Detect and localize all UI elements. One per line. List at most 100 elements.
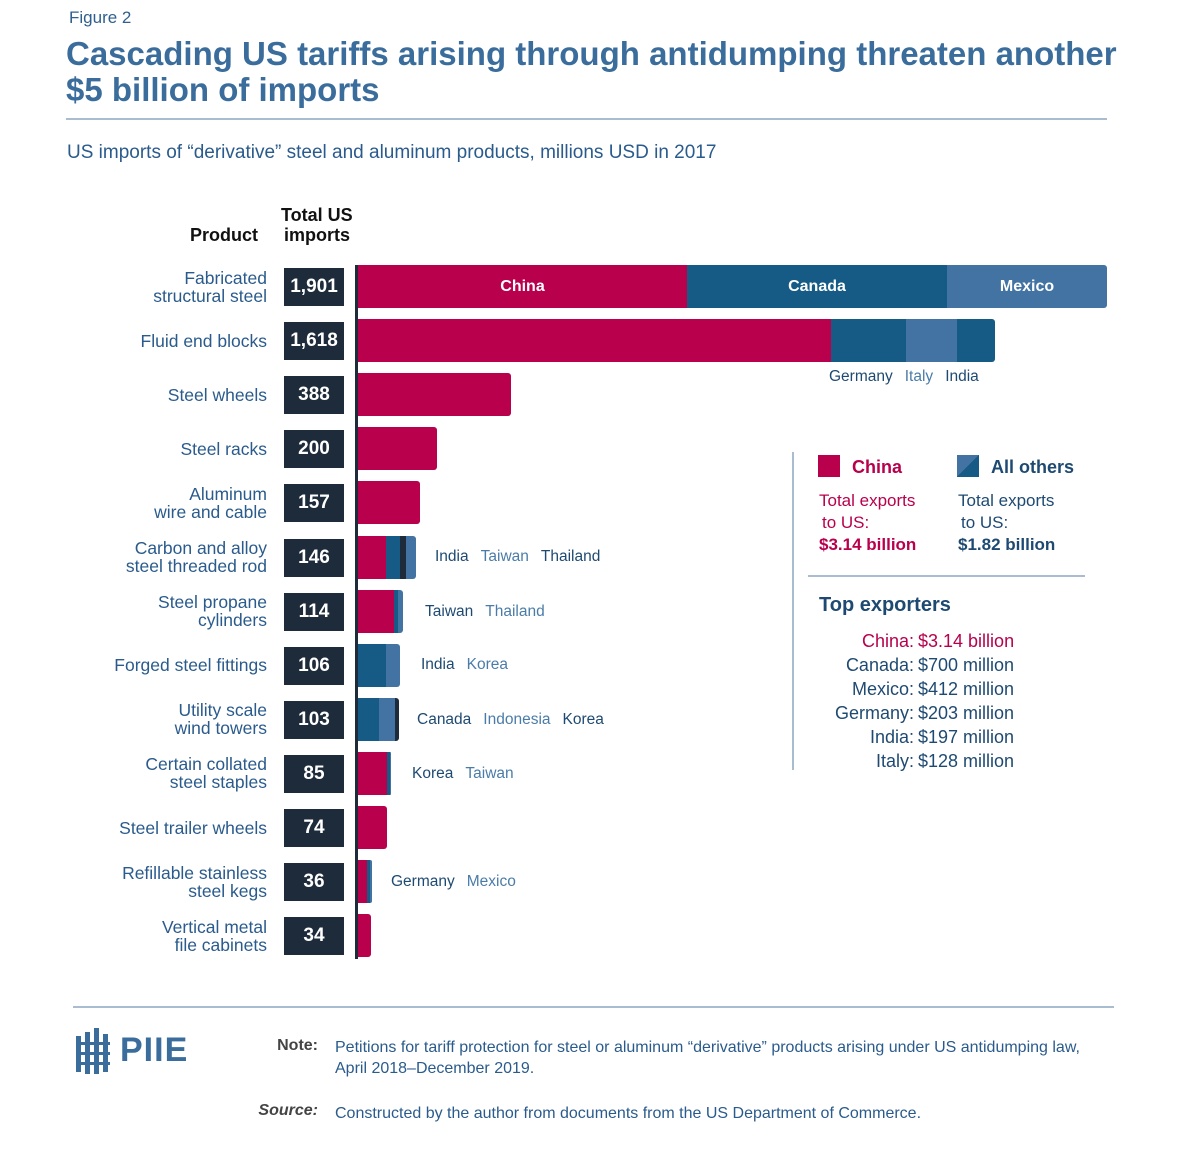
bar-segment-canada bbox=[358, 697, 379, 741]
staples-country-labels: Korea Taiwan bbox=[412, 765, 526, 783]
bar-label-mexico: Mexico bbox=[999, 277, 1055, 295]
bar-segment-thailand bbox=[398, 589, 403, 633]
exporter-value: $412 million bbox=[918, 679, 1015, 699]
total-imports-value: 200 bbox=[284, 430, 344, 469]
bar-label-canada: Canada bbox=[788, 277, 846, 295]
china-total-block: Total exports to US: $3.14 billion bbox=[819, 490, 916, 556]
total-imports-value: 114 bbox=[284, 592, 344, 631]
total-imports-value: 85 bbox=[284, 754, 344, 793]
top-exporters-title: Top exporters bbox=[819, 594, 951, 616]
label-india: India bbox=[421, 656, 455, 673]
label-mexico: Mexico bbox=[466, 873, 516, 890]
fluid-country-labels: Germany Italy India bbox=[829, 368, 991, 386]
figure-label: Figure 2 bbox=[69, 8, 132, 27]
exporter-country: Italy: bbox=[875, 751, 914, 771]
exporter-value: $3.14 billion bbox=[918, 631, 1015, 651]
total-imports-value: 74 bbox=[284, 809, 344, 847]
exporter-country: India: bbox=[869, 727, 914, 747]
bar-segment-mexico bbox=[370, 860, 373, 904]
piie-logo-mark-icon bbox=[76, 1028, 110, 1074]
bar-segment-china bbox=[358, 535, 387, 579]
label-canada: Canada bbox=[417, 711, 472, 728]
label-korea: Korea bbox=[412, 765, 454, 782]
title-divider bbox=[66, 118, 1107, 120]
product-label: Utility scale wind towers bbox=[174, 700, 267, 739]
label-germany: Germany bbox=[829, 368, 893, 385]
note-text: Petitions for tariff protection for stee… bbox=[335, 1039, 1080, 1077]
product-label: Aluminum wire and cable bbox=[154, 483, 267, 522]
bar-segment-india bbox=[386, 535, 401, 579]
product-label: Steel racks bbox=[180, 438, 267, 459]
product-label: Fluid end blocks bbox=[140, 330, 267, 351]
product-label: Certain collated steel staples bbox=[145, 754, 267, 793]
top-exporter-row: Canada: $700 million bbox=[800, 653, 1100, 677]
product-label: Fabricated structural steel bbox=[153, 267, 267, 306]
bar-segment-indonesia bbox=[378, 697, 395, 741]
fittings-country-labels: India Korea bbox=[421, 656, 520, 674]
total-imports-value: 103 bbox=[284, 700, 344, 739]
top-exporter-row: India: $197 million bbox=[800, 725, 1100, 749]
bar-segment-taiwan bbox=[394, 589, 399, 633]
exporter-country: Germany: bbox=[834, 703, 914, 723]
others-swatch bbox=[957, 455, 979, 477]
exporter-country: Mexico: bbox=[851, 679, 914, 699]
top-exporters-list: China: $3.14 billion Canada: $700 million Me… bbox=[800, 629, 1100, 773]
propane-country-labels: Taiwan Thailand bbox=[425, 603, 557, 621]
top-exporter-row: China: $3.14 billion bbox=[800, 629, 1100, 653]
total-header: Total US imports bbox=[281, 205, 353, 245]
others-total-block: Total exports to US: $1.82 billion bbox=[958, 490, 1055, 556]
footer-divider bbox=[73, 1006, 1114, 1008]
bar-segment-taiwan bbox=[389, 751, 392, 795]
top-exporter-row: Mexico: $412 million bbox=[800, 677, 1100, 701]
legend-others-label: All others bbox=[991, 457, 1075, 477]
source-label: Source: bbox=[258, 1102, 318, 1119]
bar-segment-thailand bbox=[405, 535, 416, 579]
exporter-value: $203 million bbox=[918, 703, 1015, 723]
bar-segment-canada bbox=[687, 265, 948, 308]
label-germany: Germany bbox=[391, 873, 455, 890]
bar-segment-china bbox=[358, 481, 420, 525]
bar-segment-china bbox=[358, 373, 511, 417]
china-total-value: $3.14 billion bbox=[819, 535, 917, 554]
source-text: Constructed by the author from documents… bbox=[335, 1105, 922, 1122]
bar-segment-china bbox=[358, 427, 437, 471]
bar-segment-korea bbox=[394, 697, 399, 741]
label-india: India bbox=[435, 548, 469, 565]
legend-divider-vertical bbox=[792, 452, 794, 770]
total-header-line2: imports bbox=[284, 225, 351, 245]
label-indonesia: Indonesia bbox=[483, 711, 551, 728]
legend-china-label: China bbox=[852, 457, 903, 477]
total-imports-value: 34 bbox=[284, 917, 344, 956]
total-header-line1: Total US bbox=[281, 205, 353, 225]
total-imports-value: 106 bbox=[284, 646, 344, 685]
top-exporter-row: Germany: $203 million bbox=[800, 701, 1100, 725]
total-imports-value: 36 bbox=[284, 863, 344, 902]
others-total-text1: Total exports bbox=[958, 491, 1055, 510]
china-total-text1: Total exports bbox=[819, 491, 916, 510]
chart-subtitle: US imports of “derivative” steel and alu… bbox=[67, 142, 717, 163]
product-label: Steel wheels bbox=[167, 384, 267, 405]
exporter-value: $197 million bbox=[918, 727, 1015, 747]
label-thailand: Thailand bbox=[540, 548, 601, 565]
total-imports-value: 388 bbox=[284, 376, 344, 415]
top-exporter-row: Italy: $128 million bbox=[800, 749, 1100, 773]
product-header: Product bbox=[190, 225, 259, 245]
china-total-text2: to US: bbox=[822, 513, 870, 532]
chart-axis bbox=[355, 265, 358, 959]
bar-segment-germany bbox=[367, 860, 371, 904]
label-italy: Italy bbox=[904, 368, 934, 385]
bar-segment-china bbox=[358, 806, 388, 849]
label-taiwan: Taiwan bbox=[425, 603, 474, 620]
product-label: Refillable stainless steel kegs bbox=[122, 862, 267, 901]
kegs-country-labels: Germany Mexico bbox=[391, 873, 528, 891]
exporter-country: China: bbox=[861, 631, 914, 651]
bar-segment-india bbox=[956, 319, 996, 363]
bar-segment-china bbox=[358, 265, 688, 308]
bar-segment-korea bbox=[387, 751, 390, 795]
bar-segment-china bbox=[358, 751, 388, 795]
total-imports-value: 1,901 bbox=[284, 268, 344, 306]
label-taiwan: Taiwan bbox=[465, 765, 514, 782]
bar-segment-china bbox=[358, 589, 395, 633]
total-imports-value: 1,618 bbox=[284, 322, 344, 361]
piie-logo bbox=[76, 1028, 112, 1081]
